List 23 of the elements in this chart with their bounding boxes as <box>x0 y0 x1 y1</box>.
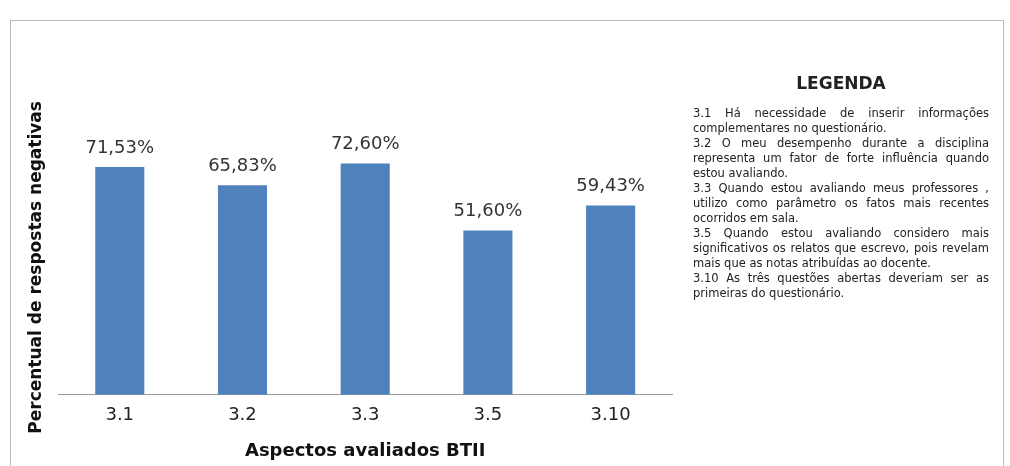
data-label: 51,60% <box>453 199 523 221</box>
x-axis-title: Aspectos avaliados BTII <box>244 438 486 460</box>
data-label: 59,43% <box>576 174 645 196</box>
text: 3.5 Quando estou avaliando considero mais significativos os relatos que escrevo, pois revelam mais que as notas atribuídas ao docente. <box>693 226 989 271</box>
text: 3.3 Quando estou avaliando meus professores , utilizo como parâmetro os fatos mais recentes ocorridos em sala. <box>693 181 989 226</box>
data-label: 71,53% <box>85 135 155 157</box>
text: 3.2 O meu desempenho durante a disciplina representa um fator de forte influência quando estou avaliando. <box>693 136 989 181</box>
y-axis-title: Percentual de respostas negativas <box>24 101 45 434</box>
bar <box>217 185 268 395</box>
x-tick-label: 3.2 <box>228 403 257 425</box>
x-tick-label: 3.3 <box>350 403 380 425</box>
bar <box>95 166 145 395</box>
text: LEGENDA <box>795 72 887 94</box>
data-label: 65,83% <box>208 153 277 175</box>
bar <box>463 230 513 395</box>
x-tick-label: 3.5 <box>473 403 503 425</box>
x-tick-label: 3.10 <box>590 403 631 425</box>
bar <box>340 163 390 395</box>
text: 3.1 Há necessidade de inserir informações complementares no questionário. <box>693 106 989 136</box>
x-tick-label: 3.1 <box>105 403 135 425</box>
data-label: 72,60% <box>330 132 400 154</box>
bar <box>586 205 636 395</box>
text: 3.10 As três questões abertas deveriam ser as primeiras do questionário. <box>693 271 989 301</box>
